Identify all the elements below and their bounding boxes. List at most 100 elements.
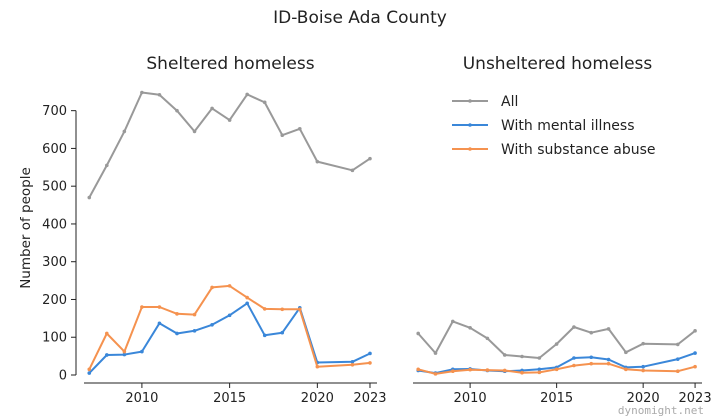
data-point [485, 336, 490, 341]
y-tick-label: 200 [42, 293, 67, 308]
data-point [572, 356, 576, 360]
series-line [88, 91, 371, 199]
data-point [416, 331, 420, 336]
data-point [262, 307, 267, 311]
data-point [572, 363, 576, 368]
data-point [468, 367, 472, 372]
data-point [157, 92, 162, 97]
data-point [192, 129, 197, 134]
data-point [227, 284, 232, 288]
data-point [105, 353, 109, 357]
panel-title: Sheltered homeless [146, 54, 314, 74]
legend-marker [468, 147, 472, 151]
data-point [451, 319, 455, 324]
legend-marker [468, 99, 472, 103]
data-point [606, 361, 611, 366]
data-point [140, 90, 144, 95]
data-point [554, 342, 559, 346]
data-point [606, 357, 611, 362]
x-tick-label: 2023 [679, 391, 712, 406]
data-point [433, 372, 438, 376]
legend-label: All [501, 94, 518, 110]
data-point [537, 356, 542, 360]
y-tick-label: 300 [42, 255, 67, 270]
data-point [157, 305, 162, 309]
watermark: dynomight.net [618, 404, 704, 417]
chart-panel-1: Sheltered homeless 2010 2015 2020 2023 0 100 20… [18, 54, 387, 406]
data-point [433, 351, 438, 355]
data-point [175, 312, 179, 316]
y-tick-label: 400 [42, 217, 67, 232]
series-line [417, 362, 697, 375]
y-tick-label: 700 [42, 104, 67, 119]
data-point [537, 370, 542, 375]
data-point [140, 305, 144, 309]
data-point [192, 312, 197, 317]
y-tick-label: 500 [42, 180, 67, 195]
x-tick-label: 2020 [301, 391, 334, 406]
data-point [280, 330, 285, 335]
data-point [641, 341, 645, 346]
data-point [87, 371, 92, 375]
data-point [468, 325, 472, 330]
data-point [520, 370, 524, 375]
chart-panels: Sheltered homeless 2010 2015 2020 2023 0 100 20… [18, 54, 712, 406]
data-point [589, 361, 594, 366]
data-point [122, 349, 127, 354]
data-point [175, 331, 179, 336]
data-point [262, 333, 267, 338]
data-point [298, 126, 302, 131]
legend-marker [468, 123, 472, 127]
series-line [88, 284, 371, 371]
x-tick-label: 2020 [627, 391, 660, 406]
data-point [485, 368, 490, 372]
data-point [192, 329, 197, 333]
y-axis-label: Number of people [18, 167, 34, 289]
data-point [451, 369, 455, 374]
data-point [87, 195, 92, 200]
data-point [315, 364, 320, 369]
data-point [675, 342, 680, 347]
data-point [693, 329, 697, 333]
data-point [416, 367, 420, 372]
data-point [262, 100, 267, 105]
data-point [589, 330, 594, 335]
data-point [502, 368, 507, 373]
data-point [554, 367, 559, 372]
data-point [210, 106, 214, 111]
data-point [87, 367, 92, 372]
data-point [350, 359, 355, 364]
data-point [105, 331, 109, 336]
data-point [502, 353, 507, 357]
data-point [589, 355, 594, 360]
data-point [280, 307, 285, 312]
data-point [641, 364, 645, 369]
data-point [122, 352, 127, 357]
data-point [245, 295, 249, 300]
data-point [122, 129, 127, 134]
y-tick-label: 0 [59, 369, 67, 384]
data-point [210, 285, 214, 290]
data-point [245, 92, 249, 97]
data-point [675, 357, 680, 361]
x-tick-label: 2023 [353, 391, 386, 406]
chart-panel-2: Unsheltered homeless 2010 2015 2020 2023 All W… [413, 54, 712, 406]
data-point [572, 325, 576, 329]
series-line [417, 320, 697, 359]
x-tick-label: 2015 [540, 391, 573, 406]
x-tick-label: 2010 [454, 391, 487, 406]
data-point [298, 307, 302, 312]
data-point [624, 350, 628, 355]
y-tick-label: 100 [42, 331, 67, 346]
data-point [140, 349, 144, 354]
data-point [606, 327, 611, 331]
data-point [675, 369, 680, 374]
legend: All With mental illness With substance abu… [452, 94, 656, 158]
data-point [368, 156, 372, 161]
data-point [350, 168, 355, 173]
series-line [417, 352, 697, 375]
data-point [693, 364, 697, 369]
data-point [210, 322, 214, 327]
legend-label: With substance abuse [501, 142, 656, 158]
